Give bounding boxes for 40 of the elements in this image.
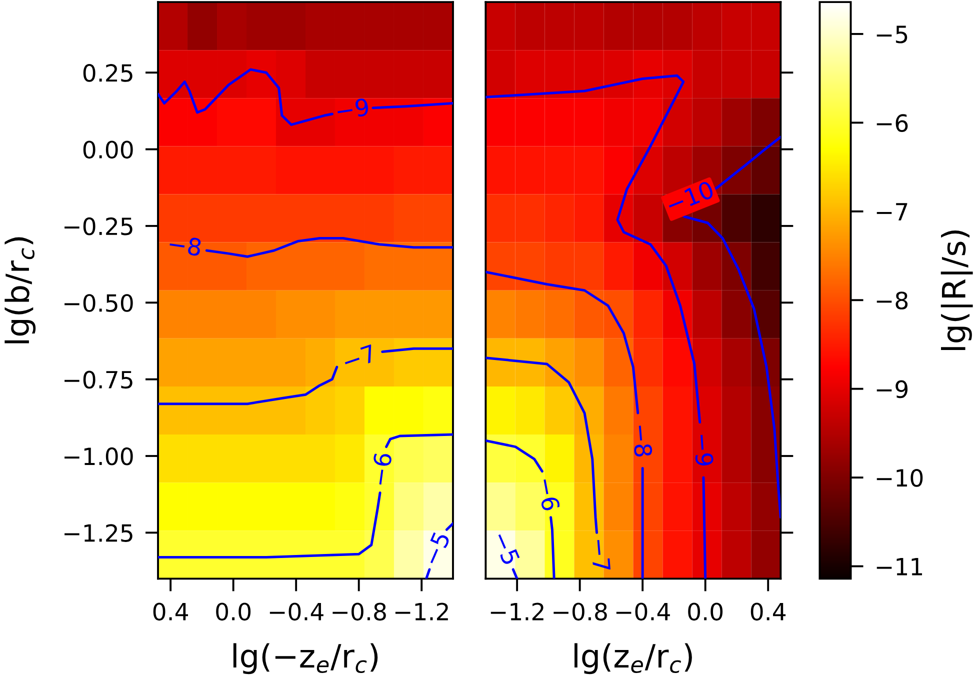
annotation: −8 — [632, 424, 653, 457]
y-tick-label: −1.00 — [64, 447, 133, 466]
annotation: −10 — [666, 180, 715, 214]
y-tick-label: −0.50 — [64, 294, 133, 312]
y-tick-label: −1.25 — [64, 524, 132, 542]
x-axis-title: lg(−z$_{e}$/r$_{c}$) — [233, 643, 378, 674]
line-series — [205, 236, 453, 258]
color-bar-label: −6 — [876, 114, 908, 132]
x-tick-label: −0.4 — [270, 602, 324, 621]
annotation: −7 — [590, 539, 611, 571]
color-bar-label: −10 — [876, 468, 923, 487]
annotation: −8 — [168, 234, 202, 256]
annotation: −5 — [422, 531, 450, 566]
x-tick-label: −1.2 — [395, 602, 448, 620]
color-bar-label: −9 — [876, 380, 908, 398]
color-bar-label: −7 — [876, 203, 908, 220]
annotation: −9 — [336, 98, 370, 120]
x-tick-label: −1.2 — [490, 602, 544, 620]
y-tick-label: 0.25 — [83, 64, 132, 82]
y-tick-label: −0.75 — [64, 370, 132, 389]
x-tick-label: −0.8 — [554, 602, 607, 621]
color-bar-label: −11 — [876, 558, 922, 576]
x-tick-label: 0.4 — [153, 602, 188, 621]
y-tick-label: 0.00 — [83, 140, 133, 159]
annotation: −6 — [537, 478, 560, 512]
x-tick-label: −0.4 — [616, 602, 670, 621]
annotation: −9 — [694, 434, 714, 466]
annotation: −7 — [342, 344, 376, 370]
x-tick-label: −0.8 — [332, 602, 386, 621]
color-bar-title: lg(|R|/s) — [940, 230, 973, 350]
annotation: −6 — [370, 452, 392, 486]
x-tick-label: 0.0 — [216, 602, 251, 621]
x-tick-label: 0.0 — [688, 602, 723, 621]
x-tick-label: 0.4 — [750, 602, 786, 621]
annotation: −5 — [492, 530, 520, 566]
color-bar-label: −5 — [876, 26, 908, 44]
y-axis-title: lg(b/r$_{c}$) — [4, 237, 36, 344]
color-bar-label: −8 — [876, 292, 908, 310]
x-axis-title: lg(z$_{e}$/r$_{c}$) — [574, 643, 692, 674]
y-tick-label: −0.25 — [64, 217, 132, 236]
